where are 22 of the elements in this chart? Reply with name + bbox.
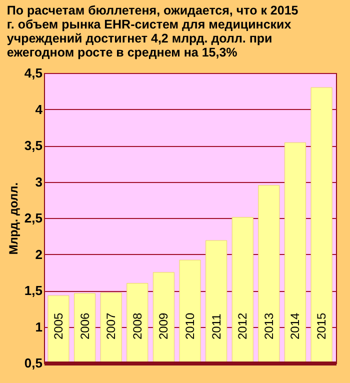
x-tick-label: 2009 — [156, 312, 171, 340]
x-tick-label: 2005 — [51, 312, 66, 340]
y-tick-label: 1 — [35, 319, 42, 334]
y-tick-label: 0,5 — [24, 356, 42, 370]
x-tick-label: 2013 — [262, 312, 276, 340]
x-tick-label: 2012 — [236, 312, 250, 340]
x-tick-label: 2014 — [288, 312, 302, 340]
x-tick-label: 2008 — [130, 312, 144, 340]
y-tick-label: 4 — [35, 102, 44, 117]
y-tick-label: 4,5 — [24, 66, 42, 80]
y-axis-title: Млрд. долл. — [6, 182, 20, 255]
y-tick-label: 2 — [35, 246, 42, 262]
x-tick-label: 2007 — [104, 312, 118, 340]
chart-title: По расчетам бюллетеня, ожидается, что к 2015 г. объем рынка EHR-систем для медицинских учреждений достигнет 4,2 млрд. долл. при ежегодном росте в среднем на 15,3% — [6, 4, 298, 60]
x-tick-label: 2010 — [183, 312, 197, 340]
y-tick-label: 2,5 — [24, 210, 42, 226]
y-tick-label: 1,5 — [24, 283, 42, 298]
y-tick-label: 3 — [35, 174, 42, 190]
x-tick-label: 2015 — [314, 312, 329, 340]
x-tick-label: 2011 — [209, 313, 224, 340]
x-tick-label: 2006 — [78, 312, 92, 340]
y-tick-label: 3,5 — [24, 138, 42, 153]
